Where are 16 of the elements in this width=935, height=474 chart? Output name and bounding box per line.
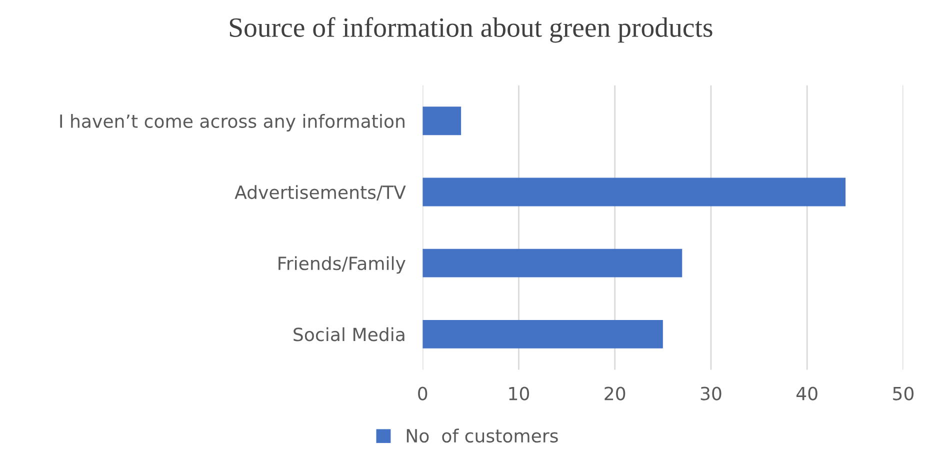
chart-title: Source of information about green products (230, 17, 712, 43)
x-tick-label: 50 (893, 386, 914, 400)
bar (422, 178, 846, 206)
bar (422, 320, 663, 348)
y-tick-label: Friends/Family (278, 256, 406, 274)
x-tick-label: 10 (509, 386, 530, 400)
x-tick-label: 40 (796, 386, 818, 400)
x-tick-label: 30 (700, 386, 722, 400)
x-tick-label: 0 (418, 386, 428, 400)
x-tick-label: 20 (604, 386, 626, 400)
bar (422, 248, 682, 278)
legend-label: No of customers (406, 428, 558, 443)
y-tick-label: I haven’t come across any information (60, 114, 404, 132)
y-tick-label: Social Media (294, 327, 404, 342)
bar (422, 106, 462, 136)
y-tick-label: Advertisements/TV (234, 185, 406, 201)
